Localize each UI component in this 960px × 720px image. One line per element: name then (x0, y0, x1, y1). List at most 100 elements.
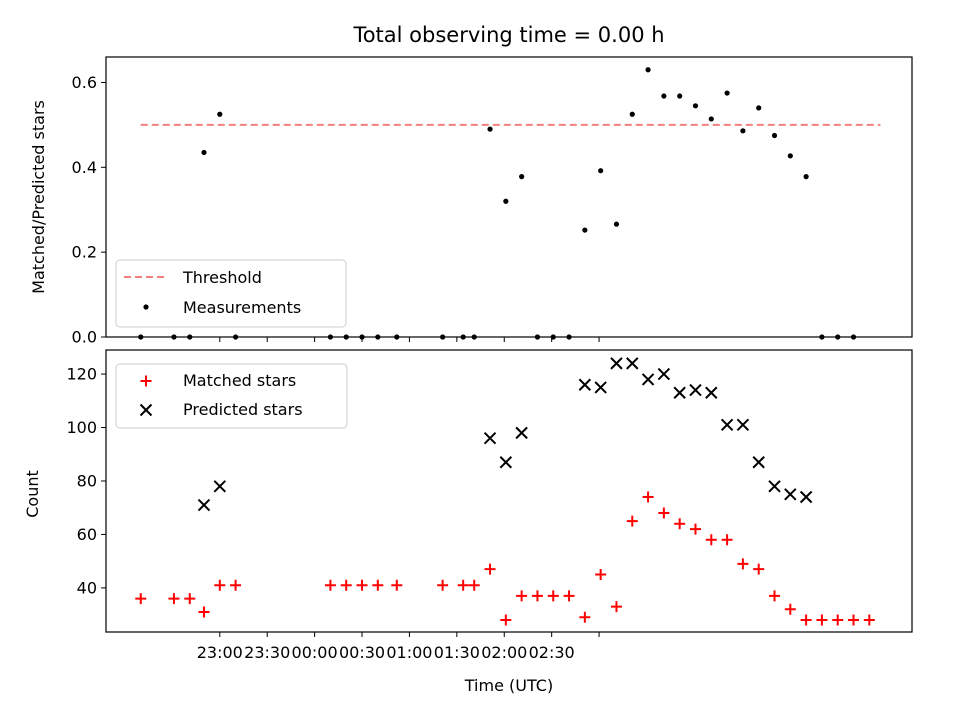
measurement-point (835, 334, 841, 340)
x-axis-label: Time (UTC) (464, 676, 553, 695)
matched-star-point (135, 593, 147, 605)
predicted-star-point (578, 378, 592, 391)
bottom-xtick-label: 01:30 (434, 643, 480, 662)
predicted-star-point (752, 456, 765, 469)
bottom-xtick-label: 02:00 (481, 643, 527, 662)
matched-star-point (610, 601, 622, 613)
bottom-axes-frame (105, 349, 913, 633)
bottom-ytick-label: 120 (66, 365, 97, 384)
bottom-ytick-label: 80 (77, 471, 97, 490)
matched-star-point (705, 534, 717, 546)
legend-matched-swatch (140, 375, 152, 387)
measurement-point (629, 111, 635, 117)
matched-star-point (626, 515, 638, 527)
matched-star-point (737, 558, 749, 570)
top-y-axis-label: Matched/Predicted stars (29, 100, 48, 294)
bottom-legend: Matched stars Predicted stars (115, 363, 348, 429)
predicted-star-point (720, 418, 734, 432)
measurement-point (661, 93, 667, 99)
matched-star-point (784, 603, 796, 615)
matched-star-point (674, 518, 686, 530)
matched-star-point (391, 579, 403, 591)
bottom-xtick-label: 23:00 (197, 643, 243, 662)
measurement-point (756, 105, 762, 111)
measurement-point (850, 334, 857, 340)
measurement-point (550, 334, 556, 340)
matched-star-point (198, 606, 210, 618)
measurement-point (217, 111, 223, 117)
matched-star-point (816, 614, 828, 626)
matched-star-point (437, 579, 449, 591)
bottom-xtick-label: 01:00 (386, 643, 432, 662)
measurement-point (394, 334, 400, 340)
measurement-point (724, 90, 730, 96)
predicted-star-point (768, 480, 781, 493)
matched-star-point (516, 590, 528, 602)
measurement-point (327, 334, 334, 340)
matched-star-point (658, 507, 670, 519)
legend-measurements-label: Measurements (183, 298, 301, 317)
measurement-point (819, 334, 825, 340)
matched-star-point (531, 590, 543, 602)
measurement-point (740, 128, 746, 134)
chart-title: Total observing time = 0.00 h (352, 23, 664, 47)
measurement-point (503, 198, 509, 204)
matched-star-point (863, 614, 875, 626)
bottom-plot: 40 60 80 100 120 23:00 23:30 00:00 00:30 01:00 01:… (66, 349, 913, 662)
bottom-xtick-label: 23:30 (244, 643, 290, 662)
matched-star-point (721, 534, 733, 546)
predicted-star-point (626, 357, 639, 370)
legend-predicted-label: Predicted stars (183, 400, 303, 419)
matched-star-point (769, 590, 781, 602)
predicted-star-point (213, 480, 226, 493)
measurement-point (201, 149, 207, 156)
predicted-star-point (799, 490, 813, 504)
matched-star-point (563, 590, 575, 602)
bottom-ytick-label: 100 (66, 418, 97, 437)
matched-star-point (468, 579, 480, 591)
bottom-xtick-label: 00:30 (339, 643, 385, 662)
matched-star-point (579, 611, 591, 623)
top-ytick-label: 0.4 (72, 158, 97, 177)
matched-star-point (324, 579, 336, 591)
bottom-y-axis-label: Count (23, 470, 42, 518)
matched-star-point (689, 523, 701, 535)
measurement-point (582, 227, 588, 233)
top-ytick-label: 0.6 (72, 73, 97, 92)
measurement-point (787, 153, 793, 159)
predicted-star-point (610, 357, 623, 370)
measurement-point (803, 174, 809, 180)
predicted-star-point (515, 426, 528, 440)
matched-star-point (753, 563, 765, 575)
top-plot: 0.0 0.2 0.4 0.6 (72, 56, 913, 347)
predicted-star-point (673, 386, 686, 399)
bottom-ytick-label: 40 (77, 578, 97, 597)
predicted-star-point (499, 456, 513, 469)
matched-star-point (832, 614, 844, 626)
matched-star-point (214, 579, 226, 591)
predicted-star-point (483, 432, 497, 445)
measurement-point (359, 334, 365, 340)
matched-star-point (356, 579, 368, 591)
measurement-point (138, 334, 144, 340)
matched-star-point (500, 614, 512, 626)
measurement-point (534, 334, 541, 340)
predicted-star-point (641, 373, 655, 386)
legend-predicted-swatch (139, 403, 153, 417)
top-ytick-label: 0.2 (72, 243, 97, 262)
legend-measurements-swatch (143, 304, 149, 310)
predicted-star-point (784, 488, 797, 501)
top-ytick-label: 0.0 (72, 328, 97, 347)
matched-star-point (800, 614, 812, 626)
predicted-star-point (657, 367, 671, 381)
measurement-point (645, 67, 651, 73)
measurement-point (460, 334, 466, 340)
matched-star-point (547, 590, 559, 602)
predicted-star-point (705, 386, 718, 399)
top-axes-frame (105, 56, 913, 338)
measurement-point (708, 116, 714, 122)
measurement-point (598, 168, 604, 174)
measurement-point (471, 334, 477, 340)
measurement-point (187, 334, 193, 340)
